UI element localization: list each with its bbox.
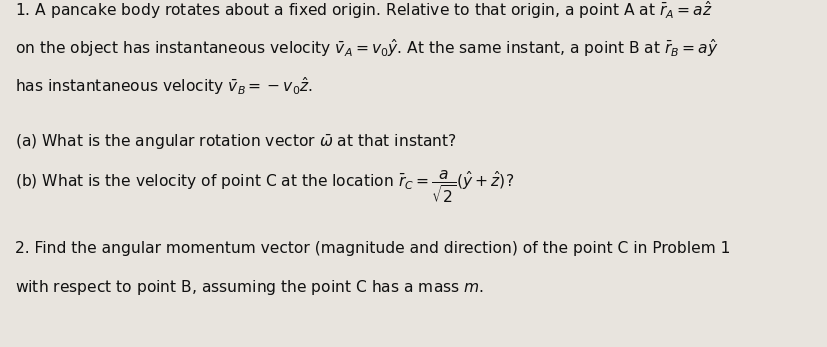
Text: with respect to point B, assuming the point C has a mass $m$.: with respect to point B, assuming the po… [15, 278, 483, 297]
Text: on the object has instantaneous velocity $\bar{v}_A = v_0\hat{y}$. At the same i: on the object has instantaneous velocity… [15, 37, 718, 59]
Text: 2. Find the angular momentum vector (magnitude and direction) of the point C in : 2. Find the angular momentum vector (mag… [15, 240, 729, 256]
Text: (a) What is the angular rotation vector $\bar{\omega}$ at that instant?: (a) What is the angular rotation vector … [15, 133, 456, 152]
Text: has instantaneous velocity $\bar{v}_B = -v_0\hat{z}$.: has instantaneous velocity $\bar{v}_B = … [15, 75, 313, 97]
Text: (b) What is the velocity of point C at the location $\bar{r}_C = \dfrac{a}{\sqrt: (b) What is the velocity of point C at t… [15, 169, 514, 205]
Text: 1. A pancake body rotates about a fixed origin. Relative to that origin, a point: 1. A pancake body rotates about a fixed … [15, 0, 712, 20]
